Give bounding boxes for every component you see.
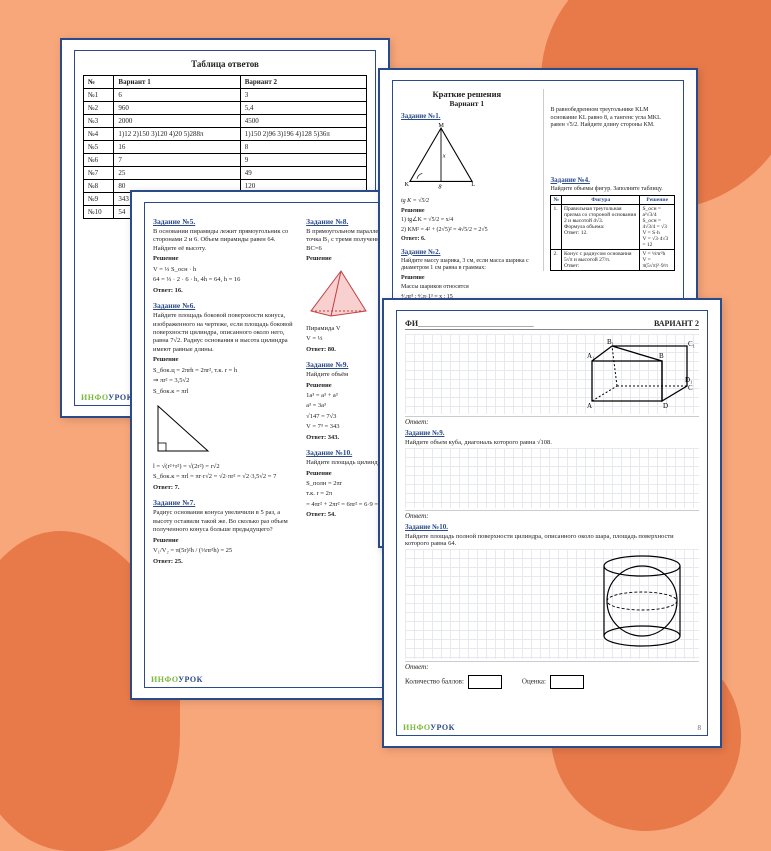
task2-title: Задание №2.: [401, 248, 533, 256]
svg-text:C₁: C₁: [688, 340, 695, 348]
solutions-title: Краткие решения: [401, 89, 533, 99]
task6-title: Задание №6.: [153, 301, 298, 310]
variant-label: Вариант 1: [401, 99, 533, 108]
grid-area: A D C A₁ B B₁ C₁ D₁: [405, 334, 699, 414]
table-row: №679: [84, 154, 367, 167]
grid-area: [405, 448, 699, 508]
formula: S_бок.к = πrl: [153, 388, 298, 396]
answer: Ответ: 6.: [401, 236, 533, 244]
svg-text:M: M: [438, 122, 444, 129]
svg-text:K: K: [405, 181, 410, 188]
formula: S_бок.к = πrl = πr·r√2 = √2·πr² = √2·3,5…: [153, 473, 298, 481]
formula: S_бок.ц = 2πrh = 2πr², т.к. r = h: [153, 367, 298, 375]
svg-text:B₁: B₁: [607, 338, 614, 346]
svg-text:A: A: [587, 402, 592, 410]
formula: 64 = ⅓ · 2 · 6 · h, 4h = 64, h = 16: [153, 276, 298, 284]
grade-box: [550, 675, 584, 689]
svg-text:D₁: D₁: [685, 376, 693, 384]
task7-title: Задание №7.: [153, 498, 298, 507]
svg-text:C: C: [688, 384, 693, 392]
table-row: №41)12 2)150 3)120 4)20 5)288π1)150 2)96…: [84, 128, 367, 141]
svg-text:L: L: [471, 181, 475, 188]
task5-text: В основании пирамиды лежит прямоугольник…: [153, 228, 298, 253]
table-row: 1. Правильная треугольная призма со стор…: [551, 205, 675, 250]
task4-text: Найдите объемы фигур. Заполните таблицу.: [550, 186, 675, 194]
solution-label: Решение: [401, 275, 533, 283]
score-label: Количество баллов:: [405, 678, 464, 686]
right-triangle-icon: [153, 401, 213, 456]
logo: ИНФОУРОК: [403, 723, 455, 732]
task7-text: Радиус основания конуса увеличили в 5 ра…: [153, 509, 298, 534]
answers-title: Таблица ответов: [83, 59, 367, 69]
answer-line: Ответ:: [405, 510, 699, 520]
logo: ИНФОУРОК: [81, 393, 133, 402]
table-row: №320004500: [84, 115, 367, 128]
table-row: №72549: [84, 167, 367, 180]
task5-title: Задание №5.: [153, 217, 298, 226]
svg-text:A₁: A₁: [587, 352, 595, 360]
solution-label: Решение: [401, 208, 533, 216]
pyramid-icon: [306, 266, 376, 321]
table-row: №29605,4: [84, 102, 367, 115]
answer: Ответ: 25.: [153, 558, 298, 566]
task10-text: Найдите площадь полной поверхности цилин…: [405, 533, 699, 547]
formula: l = √(r²+r²) = √(2r²) = r√2: [153, 463, 298, 471]
grade-label: Оценка:: [522, 678, 546, 686]
page-worksheet: ФИ_________________________________ ВАРИ…: [382, 298, 722, 748]
formula: ⇒ πr² = 3,5√2: [153, 377, 298, 385]
answer-line: Ответ:: [405, 661, 699, 671]
task10-title: Задание №10.: [405, 523, 699, 531]
svg-text:x: x: [442, 152, 446, 159]
score-row: Количество баллов: Оценка:: [405, 675, 699, 689]
task6-text: Найдите площадь боковой поверхности кону…: [153, 312, 298, 354]
variant-label: ВАРИАНТ 2: [654, 319, 699, 328]
logo: ИНФОУРОК: [151, 675, 203, 684]
table-row: №5168: [84, 141, 367, 154]
page-number: 8: [698, 724, 702, 732]
table-row: №163: [84, 89, 367, 102]
col-num: №: [84, 76, 114, 89]
task1-text: В равнобедренном треугольнике KLM основа…: [550, 107, 675, 130]
formula: V = ⅓ S_осн · h: [153, 266, 298, 274]
table-row: 2. Конус с радиусом основания 5√π и высо…: [551, 250, 675, 271]
answer: Ответ: 7.: [153, 484, 298, 492]
solution-label: Решение: [153, 255, 298, 263]
solution-label: Решение: [153, 537, 298, 545]
answer-line: Ответ:: [405, 416, 699, 426]
col-v1: Вариант 1: [114, 76, 240, 89]
score-box: [468, 675, 502, 689]
task4-title: Задание №4.: [550, 176, 675, 184]
task2-text: Найдите массу шарика, 3 см, если масса ш…: [401, 258, 533, 273]
solution-label: Решение: [153, 356, 298, 364]
cuboid-icon: A D C A₁ B B₁ C₁ D₁: [577, 336, 697, 416]
formula: V₁/V₂ = π(5r)²h / (⅓πr²h) = 25: [153, 547, 298, 555]
name-field: ФИ_________________________________: [405, 319, 534, 328]
col-v2: Вариант 2: [240, 76, 366, 89]
svg-text:8: 8: [438, 184, 442, 191]
task9-title: Задание №9.: [405, 429, 699, 437]
task9-text: Найдите объем куба, диагональ которого р…: [405, 439, 699, 446]
grid-area: [405, 549, 699, 659]
isoceles-triangle-icon: M K L x 8: [401, 122, 481, 192]
tg-label: tg K = √5/2: [401, 198, 533, 206]
answer: Ответ: 16.: [153, 287, 298, 295]
sphere-in-cylinder-icon: [587, 551, 697, 651]
svg-text:D: D: [663, 402, 668, 410]
volumes-table: № Фигура Решение 1. Правильная треугольн…: [550, 195, 675, 271]
svg-text:B: B: [659, 352, 664, 360]
task1-title: Задание №1.: [401, 112, 533, 120]
